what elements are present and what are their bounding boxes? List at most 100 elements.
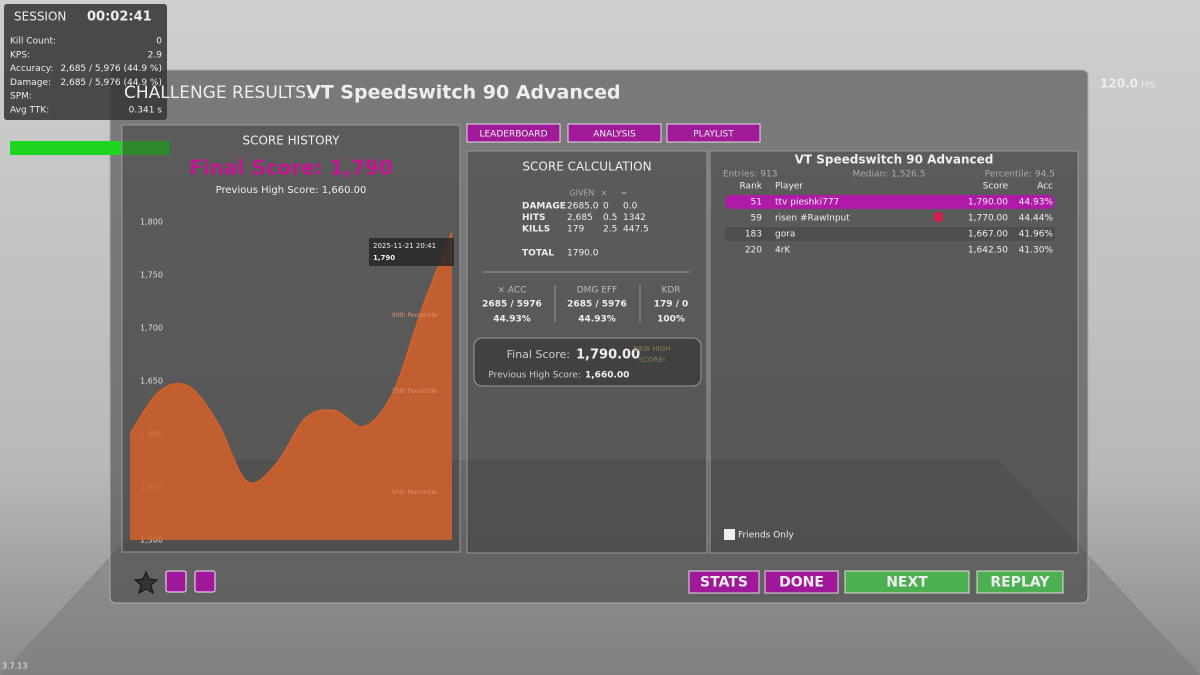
total-value: 1790.0: [567, 249, 599, 259]
y-tick-label: 1,800: [140, 218, 163, 227]
calc-cell: 2.5: [603, 225, 617, 235]
lb-column: Rank: [740, 182, 763, 192]
tooltip-score: 1,790: [373, 254, 395, 262]
y-tick-label: 1,650: [140, 377, 163, 386]
lb-median: Median: 1,526.5: [853, 170, 926, 180]
tab[interactable]: [466, 123, 561, 143]
stat-label: Avg TTK:: [10, 106, 49, 116]
history-final: Final Score: 1,790: [189, 156, 393, 180]
lb-cell: 1,642.50: [968, 246, 1008, 256]
calc-cell: 447.5: [623, 225, 649, 235]
lb-cell: 44.93%: [1019, 198, 1054, 208]
button-label: REPLAY: [990, 575, 1050, 591]
calc-column: GIVEN: [569, 189, 594, 198]
calc-cell: 0: [603, 202, 609, 212]
lb-row[interactable]: [725, 211, 1055, 225]
calc-column: =: [621, 189, 628, 198]
calc-cell: 0.0: [623, 202, 638, 212]
history-previous: Previous High Score: 1,660.00: [216, 185, 367, 196]
lb-column: Acc: [1037, 182, 1053, 192]
favorite-star[interactable]: [133, 570, 159, 595]
previous-label: Previous High Score:: [488, 371, 581, 381]
y-tick-label: 1,700: [140, 324, 163, 333]
lb-row[interactable]: [725, 227, 1055, 241]
button[interactable]: [688, 570, 760, 594]
total-label: TOTAL: [522, 249, 554, 259]
stat-label: KPS:: [10, 50, 30, 60]
final-value: 1,790.00: [576, 348, 640, 363]
lb-cell: 220: [745, 246, 762, 256]
lb-cell: 44.44%: [1019, 214, 1054, 224]
calc-column: ×: [601, 189, 608, 198]
session-time: 00:02:41: [87, 10, 152, 25]
lb-row[interactable]: [725, 243, 1055, 257]
header-title: VT Speedswitch 90 Advanced: [306, 82, 621, 104]
thumbs-up[interactable]: [165, 570, 187, 593]
stat-label: Accuracy:: [10, 64, 53, 74]
lb-entries: Entries: 913: [723, 170, 777, 180]
mult-label: × ACC: [498, 286, 527, 296]
tab-label: ANALYSIS: [593, 130, 636, 140]
rank-icon: [934, 212, 943, 222]
button-label: NEXT: [886, 575, 928, 591]
mult-pct: 44.93%: [493, 315, 531, 325]
tooltip-date: 2025-11-21 20:41: [373, 242, 436, 250]
button-label: STATS: [700, 575, 748, 591]
lb-cell: 1,770.00: [968, 214, 1008, 224]
tab[interactable]: [567, 123, 662, 143]
history-title: SCORE HISTORY: [242, 134, 340, 148]
session-box: [4, 4, 167, 120]
lb-cell: ttv pieshki777: [775, 198, 839, 208]
lb-column: Score: [983, 182, 1009, 192]
calc-cell: 2,685: [567, 213, 593, 223]
fps-unit: FPS: [1141, 81, 1156, 90]
badge-line: SCORE!: [639, 356, 666, 364]
lb-title: VT Speedswitch 90 Advanced: [795, 153, 994, 167]
mult-value: 179 / 0: [654, 300, 689, 310]
lb-column: Player: [775, 182, 803, 192]
button[interactable]: [764, 570, 839, 594]
percentile-label: 90th Percentile: [392, 312, 438, 319]
title-bar: [111, 72, 1087, 114]
percentile-label: 75th Percentile: [392, 388, 438, 395]
lb-cell: 1,790.00: [968, 198, 1008, 208]
lb-percentile: Percentile: 94.5: [985, 170, 1055, 180]
tab-label: PLAYLIST: [693, 130, 734, 140]
lb-cell: 59: [751, 214, 763, 224]
friends-label: Friends Only: [738, 531, 795, 541]
version: 3.7.13: [2, 662, 27, 671]
stat-label: SPM:: [10, 92, 32, 102]
stat-value: 0.341 s: [129, 106, 163, 116]
mult-pct: 100%: [657, 315, 685, 325]
friends-checkbox[interactable]: [724, 529, 735, 540]
lb-cell: 41.30%: [1019, 246, 1054, 256]
tab-label: LEADERBOARD: [479, 130, 547, 140]
lb-cell: 41.96%: [1019, 230, 1054, 240]
mult-label: KDR: [661, 286, 680, 296]
lb-cell: 51: [751, 198, 762, 208]
lb-cell: 1,667.00: [968, 230, 1008, 240]
calc-cell: KILLS: [522, 225, 550, 235]
button[interactable]: [976, 570, 1064, 594]
stat-value: 0: [156, 37, 162, 47]
tab[interactable]: [666, 123, 761, 143]
stat-value: 2.9: [148, 50, 163, 60]
stat-value: 2,685 / 5,976 (44.9 %): [60, 78, 162, 88]
calc-cell: 0.5: [603, 213, 617, 223]
lb-cell: risen #RawInput: [775, 214, 850, 224]
lb-cell: 183: [745, 230, 762, 240]
fps-value: 120.0: [1100, 77, 1138, 91]
final-score-box: [473, 337, 702, 387]
session-label: SESSION: [14, 10, 66, 24]
tooltip: [369, 238, 454, 266]
stat-label: Damage:: [10, 78, 51, 88]
calc-cell: 1342: [623, 213, 646, 223]
lb-row[interactable]: [725, 195, 1055, 209]
calc-cell: HITS: [522, 213, 546, 223]
button[interactable]: [844, 570, 970, 594]
lb-cell: gora: [775, 230, 795, 240]
score-area: [130, 232, 452, 540]
previous-value: 1,660.00: [585, 371, 629, 381]
mult-label: DMG EFF: [577, 286, 618, 296]
thumbs-down[interactable]: [194, 570, 216, 593]
